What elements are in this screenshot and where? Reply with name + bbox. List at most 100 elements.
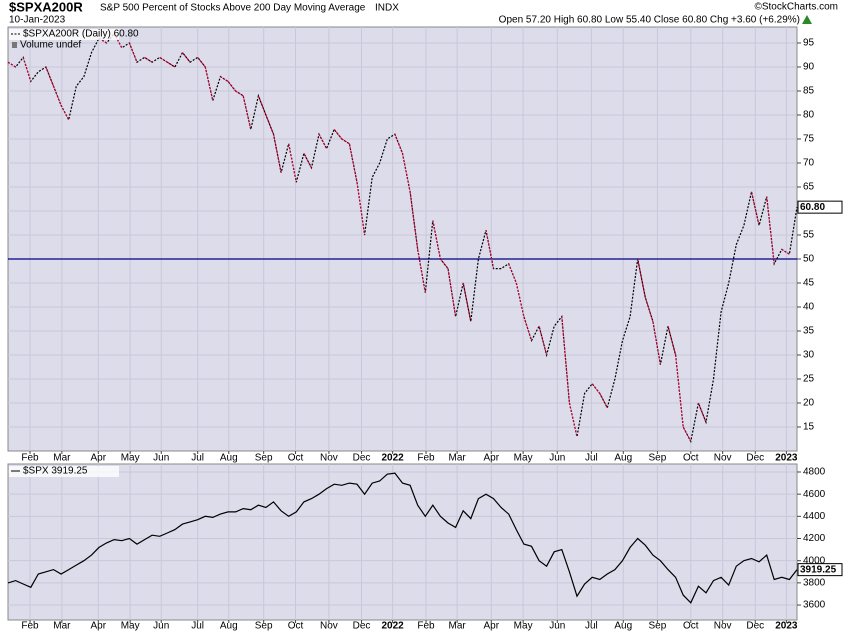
y-tick-label: 95	[803, 38, 815, 49]
y-tick-label: 85	[803, 86, 815, 97]
x-tick-label: Mar	[449, 453, 467, 464]
down-segment	[113, 33, 123, 49]
down-segment	[7, 61, 16, 68]
x-tick-label: Mar	[449, 621, 467, 632]
x-tick-label: Jun	[549, 621, 565, 632]
x-tick-label: Dec	[353, 621, 371, 632]
down-segment	[599, 393, 608, 409]
x-tick-label: Apr	[90, 453, 106, 464]
down-segment	[220, 76, 229, 82]
down-segment	[288, 143, 297, 183]
down-segment	[144, 56, 153, 63]
y-tick-label: 20	[803, 398, 815, 409]
x-tick-label: Jun	[153, 453, 169, 464]
series-line	[7, 472, 798, 604]
y-tick-label: 90	[803, 62, 815, 73]
last-value-label: 60.80	[800, 202, 825, 213]
x-tick-label: Apr	[483, 621, 499, 632]
down-segment	[318, 133, 328, 149]
x-tick-label: Jul	[191, 621, 204, 632]
x-tick-label: Nov	[714, 453, 732, 464]
x-tick-label: Mar	[53, 453, 71, 464]
y-tick-label: 30	[803, 350, 815, 361]
down-segment	[348, 143, 358, 183]
down-segment	[667, 326, 677, 356]
down-segment	[462, 282, 472, 322]
source: ©StockCharts.com	[754, 2, 838, 13]
down-segment	[417, 249, 426, 293]
down-segment	[242, 95, 252, 130]
x-tick-label: Jul	[191, 453, 204, 464]
y-tick-label: 35	[803, 326, 815, 337]
x-tick-label: Sep	[255, 621, 273, 632]
down-segment	[447, 268, 457, 317]
x-tick-label: Feb	[21, 621, 39, 632]
x-tick-label: Apr	[483, 453, 499, 464]
down-segment	[644, 297, 654, 322]
last-value-label: 3919.25	[800, 564, 837, 575]
x-tick-label: Oct	[683, 453, 699, 464]
volume-icon	[12, 42, 17, 48]
y-tick-label: 4600	[803, 489, 826, 500]
y-tick-label: 4200	[803, 533, 826, 544]
y-tick-label: 40	[803, 302, 815, 313]
down-segment	[637, 258, 646, 298]
x-tick-label: Oct	[288, 453, 304, 464]
quote: Open 57.20 High 60.80 Low 55.40 Close 60…	[499, 15, 800, 26]
down-segment	[401, 153, 411, 192]
x-tick-label: Sep	[255, 453, 273, 464]
down-segment	[652, 321, 662, 365]
legend-box	[9, 29, 119, 40]
down-segment	[675, 354, 684, 428]
y-tick-label: 4800	[803, 467, 826, 478]
y-tick-label: 70	[803, 158, 815, 169]
down-segment	[750, 191, 760, 226]
plot-area	[7, 26, 798, 452]
y-tick-label: 25	[803, 374, 815, 385]
x-tick-label: Jun	[153, 621, 169, 632]
date: 10-Jan-2023	[9, 15, 66, 26]
down-segment	[766, 196, 775, 264]
x-tick-label: Dec	[353, 453, 371, 464]
y-tick-label: 3600	[803, 600, 826, 611]
y-tick-label: 4400	[803, 511, 826, 522]
y-tick-label: 55	[803, 230, 815, 241]
x-tick-label: Aug	[614, 621, 632, 632]
down-segment	[22, 57, 32, 82]
x-tick-label: Oct	[288, 621, 304, 632]
x-tick-label: Oct	[683, 621, 699, 632]
x-tick-label: 2022	[382, 621, 405, 632]
last-value-box	[797, 563, 843, 577]
x-tick-label: Aug	[220, 621, 238, 632]
x-tick-label: Dec	[746, 453, 764, 464]
y-tick-label: 50	[803, 254, 815, 265]
x-tick-label: May	[121, 621, 140, 632]
x-tick-label: May	[121, 453, 140, 464]
volume-label: Volume undef	[20, 40, 81, 51]
down-segment	[515, 282, 525, 317]
down-segment	[166, 61, 176, 68]
x-tick-label: May	[514, 453, 533, 464]
down-segment	[485, 230, 495, 269]
x-tick-label: Feb	[417, 453, 435, 464]
x-tick-label: Jul	[585, 621, 598, 632]
x-tick-label: Dec	[746, 621, 764, 632]
x-tick-label: Sep	[649, 453, 667, 464]
y-tick-label: 4000	[803, 555, 826, 566]
x-tick-label: Aug	[220, 453, 238, 464]
down-segment	[781, 248, 790, 255]
x-tick-label: May	[514, 621, 533, 632]
x-tick-label: Sep	[649, 621, 667, 632]
x-tick-label: Feb	[417, 621, 435, 632]
x-tick-label: Jul	[585, 453, 598, 464]
down-segment	[303, 153, 312, 169]
down-segment	[356, 182, 366, 236]
x-tick-label: Apr	[90, 621, 106, 632]
x-tick-label: Jun	[549, 453, 565, 464]
plot-area	[7, 463, 798, 621]
y-tick-label: 75	[803, 134, 815, 145]
legend-box	[9, 466, 119, 477]
y-tick-label: 65	[803, 182, 815, 193]
down-segment	[682, 426, 692, 442]
